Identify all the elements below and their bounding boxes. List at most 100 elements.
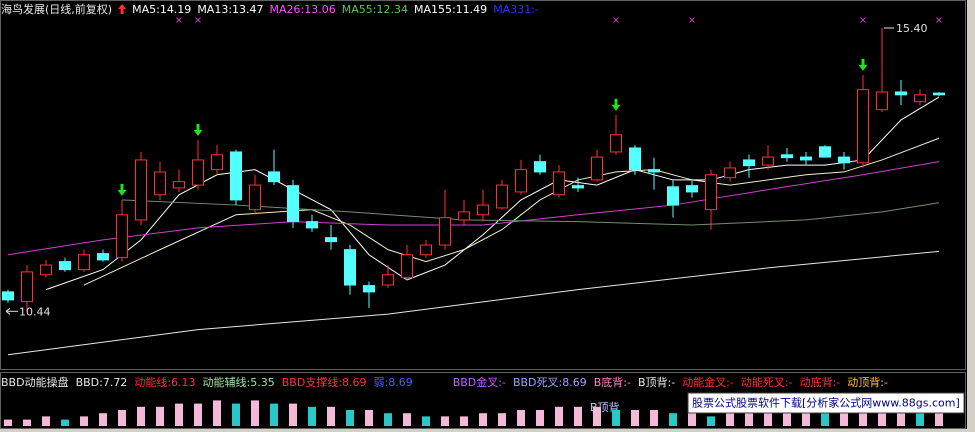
bbd-bar — [365, 410, 373, 426]
candle-body — [325, 237, 337, 243]
candle-body — [876, 91, 888, 111]
candle-body — [192, 159, 204, 186]
ma-line — [7, 250, 940, 356]
low-label: 10.44 — [19, 305, 51, 318]
bbd-bar — [156, 406, 164, 426]
candle-body — [781, 154, 793, 159]
bbd-bar — [688, 413, 696, 426]
window-edge — [967, 0, 975, 432]
candle-body — [458, 211, 470, 221]
indicator-legend: 动能辅线:5.35 — [203, 375, 275, 389]
candle-body — [154, 171, 166, 196]
bbd-bar — [403, 413, 411, 426]
candle-body — [401, 254, 413, 279]
main-panel-frame — [0, 0, 966, 370]
bbd-bar — [840, 413, 848, 426]
candle-body — [553, 171, 565, 196]
candle-body — [534, 161, 546, 173]
candle-body — [249, 184, 261, 211]
indicator-legend: 动底背:- — [800, 375, 841, 389]
legend-entry: MA5:14.19 — [132, 3, 191, 16]
candle-body — [439, 217, 451, 246]
indicator-legend: BBD:7.72 — [76, 376, 128, 389]
ma-line — [45, 96, 940, 291]
candle-body — [268, 171, 280, 183]
watermark: 股票公式股票软件下载[分析家公式网www.88gs.com] — [692, 396, 960, 410]
candle-body — [173, 181, 185, 189]
sell-mark — [936, 17, 942, 23]
candle-body — [344, 249, 356, 286]
indicator-legend: 动能金叉:- — [682, 375, 734, 389]
candle-body — [496, 184, 508, 209]
candle-body — [762, 156, 774, 166]
bbd-bar — [745, 413, 753, 426]
bbd-bar — [669, 413, 677, 426]
chart-title: 海鸟发展(日线,前复权) — [1, 2, 112, 16]
candle-body — [515, 169, 527, 193]
candle-body — [743, 159, 755, 167]
candle-body — [724, 167, 736, 179]
bbd-bar — [308, 406, 316, 426]
bbd-bar — [384, 413, 392, 426]
bbd-bar — [327, 406, 335, 426]
bbd-bar — [764, 410, 772, 426]
candle-body — [477, 204, 489, 216]
bbd-bar — [441, 416, 449, 426]
bbd-bar — [878, 403, 886, 426]
bbd-bar — [935, 406, 943, 426]
indicator-legend: 动顶背:- — [847, 375, 888, 389]
bbd-bar — [61, 419, 69, 426]
indicator-legend: 动能线:6.13 — [134, 375, 195, 389]
legend-entry: MA55:12.34 — [342, 3, 408, 16]
indicator-panel-frame — [0, 372, 966, 429]
bbd-bar — [650, 410, 658, 426]
candle-body — [211, 154, 223, 171]
candle-body — [97, 253, 109, 261]
bbd-bar — [137, 406, 145, 426]
bbd-bar — [517, 410, 525, 426]
indicator-legend: BBD金叉:- — [453, 375, 506, 389]
candle-body — [420, 244, 432, 256]
sell-mark — [613, 17, 619, 23]
bbd-bar — [289, 403, 297, 426]
sell-mark — [860, 17, 866, 23]
bbd-bar — [631, 410, 639, 426]
candle-body — [116, 214, 128, 259]
legend-entry: MA331:- — [493, 3, 539, 16]
bbd-bar — [783, 410, 791, 426]
bbd-bar — [23, 419, 31, 426]
candle-body — [819, 146, 831, 158]
bbd-bar — [422, 416, 430, 426]
ma-line — [7, 161, 940, 256]
bbd-bar — [175, 403, 183, 426]
candle-body — [78, 254, 90, 271]
candle-body — [610, 134, 622, 153]
bbd-bar — [42, 416, 50, 426]
bbd-bar — [574, 406, 582, 426]
sell-mark — [689, 17, 695, 23]
bbd-bar — [802, 410, 810, 426]
candle-body — [382, 274, 394, 286]
bbd-bar — [612, 410, 620, 426]
candle-body — [40, 264, 52, 276]
buy-arrow — [193, 123, 203, 136]
bbd-bar — [270, 403, 278, 426]
candle-body — [21, 271, 33, 303]
bbd-bar — [80, 416, 88, 426]
indicator-legend: B顶背:- — [638, 375, 675, 389]
indicator-legend: BBD支撑线:8.69 — [282, 375, 367, 389]
candle-body — [686, 185, 698, 193]
bbd-bar — [232, 403, 240, 426]
indicator-legend: 动能死叉:- — [741, 375, 793, 389]
bbd-bar — [213, 400, 221, 426]
buy-arrow — [117, 183, 127, 196]
candle-body — [306, 221, 318, 229]
buy-arrow — [858, 58, 868, 71]
candle-body — [667, 186, 679, 206]
indicator-title: BBD动能操盘 — [1, 375, 69, 389]
watermark-box — [687, 392, 965, 414]
candle-body — [591, 156, 603, 181]
bbd-bar — [821, 413, 829, 426]
candle-body — [857, 89, 869, 164]
